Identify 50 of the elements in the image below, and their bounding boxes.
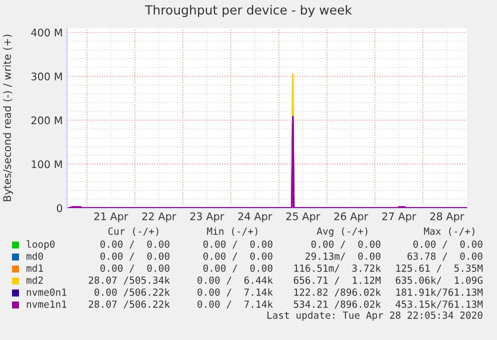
text: Min (-/+) <box>207 227 258 236</box>
x-tick-label: 21 Apr <box>94 212 128 222</box>
text: Avg (-/+) <box>316 227 368 237</box>
text: 0.00 / 0.00 <box>100 240 170 249</box>
text: 181.91k/761.13M <box>396 288 483 297</box>
text: 0.00 / 0.00 <box>203 264 272 273</box>
text: 122.82 /896.02k <box>294 288 381 297</box>
y-tick-label: 0 <box>56 204 62 212</box>
x-tick-label: 25 Apr <box>286 212 320 222</box>
text: 453.15k/761.13M <box>396 300 483 309</box>
x-tick-label: 27 Apr <box>382 212 416 222</box>
x-tick-label: 22 Apr <box>142 212 176 222</box>
text: 0.00 /506.22k <box>94 288 170 297</box>
text: 656.71 / 1.12M <box>294 276 381 285</box>
text: 0.00 / 0.00 <box>203 252 272 261</box>
text: Max (-/+) <box>424 227 474 236</box>
y-tick-label: 400 M <box>31 28 62 36</box>
legend-label: md0 <box>26 252 43 260</box>
x-tick-label: 24 Apr <box>238 212 272 222</box>
y-tick-label: 300 M <box>31 72 62 80</box>
text: 0.00 / 0.00 <box>413 240 482 249</box>
text: 28.07 /505.34k <box>88 276 170 285</box>
text: 0.00 / 0.00 <box>311 240 380 249</box>
x-tick-label: 26 Apr <box>334 212 368 222</box>
chart-title: Throughput per device - by week <box>144 4 352 18</box>
text: 0.00 / 0.00 <box>203 240 272 249</box>
text: 0.00 / 0.00 <box>100 264 170 273</box>
text: 0.00 / 7.14k <box>198 300 273 309</box>
text: 0.00 / 0.00 <box>100 252 170 261</box>
text: 63.78 / 0.00 <box>408 252 482 261</box>
text: 125.61 / 5.35M <box>396 264 483 273</box>
y-tick-label: 200 M <box>31 116 62 124</box>
text: 534.21 /896.02k <box>294 300 381 309</box>
text: Last update: Tue Apr 28 22:05:34 2020 <box>267 311 482 321</box>
legend-label: md1 <box>26 264 43 272</box>
y-tick-label: 100 M <box>32 160 62 168</box>
text: 28.07 /506.22k <box>88 300 170 309</box>
x-tick-label: 28 Apr <box>430 212 464 222</box>
legend-label: md2 <box>26 276 43 284</box>
legend-label: nvme1n1 <box>26 300 66 308</box>
text: 29.13m/ 0.00 <box>306 252 380 261</box>
legend-label: nvme0n1 <box>26 288 66 296</box>
text: 0.00 / 6.44k <box>198 276 273 285</box>
text: 116.51m/ 3.72k <box>294 264 381 273</box>
legend-label: loop0 <box>26 240 55 250</box>
y-axis-title: Bytes/second read (-) / write (+) <box>2 34 14 202</box>
text: Cur (-/+) <box>108 227 158 236</box>
text: 635.06k/ 1.09G <box>396 276 482 285</box>
x-tick-label: 23 Apr <box>190 212 224 222</box>
text: 0.00 / 7.14k <box>198 288 273 297</box>
